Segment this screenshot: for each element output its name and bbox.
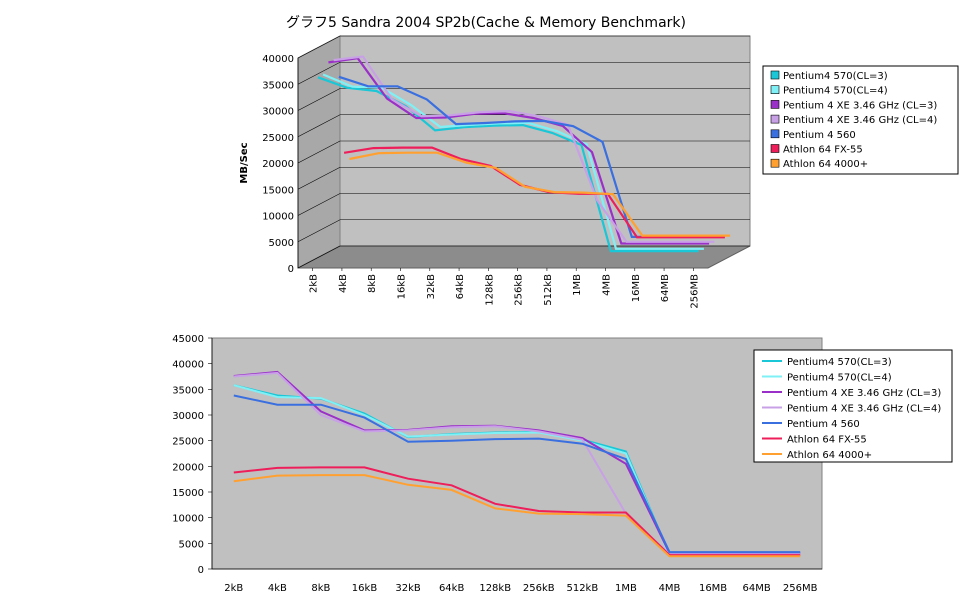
y-tick-label: 45000 [172, 334, 204, 345]
x-tick-label: 32kB [395, 583, 421, 594]
x-tick-label: 256kB [523, 583, 555, 594]
y-tick-label: 15000 [172, 488, 204, 499]
y-tick-label: 35000 [172, 385, 204, 396]
legend-entry: Pentium4 570(CL=3) [783, 71, 888, 82]
legend-swatch [770, 129, 780, 139]
gridline [297, 114, 750, 138]
x-tick-label: 16kB [352, 583, 378, 594]
legend-entry: Pentium 4 560 [787, 419, 860, 430]
gridline [297, 140, 750, 164]
series-line-0 [317, 76, 699, 253]
x-tick-label: 256MB [689, 274, 700, 309]
series-line-2 [328, 57, 710, 245]
legend-entry: Pentium 4 XE 3.46 GHz (CL=3) [783, 100, 937, 111]
x-tick-label: 16MB [631, 274, 642, 302]
x-tick-label: 256MB [783, 583, 818, 594]
legend-entry: Athlon 64 4000+ [783, 159, 868, 170]
legend-entry: Athlon 64 FX-55 [783, 145, 863, 156]
y-tick-label: 30000 [172, 411, 204, 422]
x-tick-label: 512kB [566, 583, 598, 594]
y-tick-label: 10000 [262, 212, 294, 223]
x-tick-label: 1MB [615, 583, 637, 594]
chart-title: グラフ5 Sandra 2004 SP2b(Cache & Memory Ben… [286, 15, 686, 31]
y-tick-label: 5000 [269, 238, 294, 249]
legend-entry: Pentium 4 XE 3.46 GHz (CL=4) [783, 115, 937, 126]
x-tick-label: 2kB [309, 274, 320, 293]
x-tick-label: 64MB [743, 583, 771, 594]
legend-swatch [770, 158, 780, 168]
x-tick-label: 64kB [455, 274, 466, 300]
x-tick-label: 16kB [397, 274, 408, 300]
x-tick-label: 32kB [426, 274, 437, 300]
x-tick-label: 4MB [659, 583, 681, 594]
y-tick-label: 20000 [262, 159, 294, 170]
gridline [297, 88, 750, 111]
legend-entry: Pentium 4 XE 3.46 GHz (CL=4) [787, 404, 941, 415]
legend-entry: Athlon 64 4000+ [787, 450, 872, 461]
series-line-5 [233, 466, 801, 557]
x-tick-label: 128kB [484, 274, 495, 306]
x-tick-label: 256kB [514, 274, 525, 306]
y-axis-label: MB/Sec [239, 142, 250, 183]
gridline [297, 61, 750, 85]
y-tick-label: 15000 [262, 185, 294, 196]
x-tick-label: 2kB [224, 583, 243, 594]
y-tick-label: 35000 [262, 80, 294, 91]
y-tick-label: 25000 [172, 437, 204, 448]
series-line-3 [333, 55, 715, 243]
legend-entry: Pentium4 570(CL=4) [787, 373, 892, 384]
y-tick-label: 5000 [179, 539, 204, 550]
gridline [297, 166, 750, 190]
x-tick-label: 64kB [439, 583, 465, 594]
legend-box [762, 65, 959, 175]
legend-entry: Pentium4 570(CL=4) [783, 86, 888, 97]
x-tick-label: 4MB [602, 274, 613, 296]
series-line-6 [233, 474, 801, 558]
x-tick-label: 1MB [572, 274, 583, 296]
x-tick-label: 4kB [338, 274, 349, 293]
gridline [297, 245, 750, 269]
x-tick-label: 8kB [311, 583, 330, 594]
chart-2: 0 5000 10000 15000 20000 25000 30000 35000 40000… [172, 334, 953, 594]
legend-swatch [770, 114, 780, 124]
legend-entry: Pentium4 570(CL=3) [787, 357, 892, 368]
y-tick-label: 30000 [262, 107, 294, 118]
legend-entry: Athlon 64 FX-55 [787, 435, 867, 446]
legend-swatch [770, 144, 780, 153]
y-tick-label: 10000 [172, 514, 204, 525]
legend-entry: Pentium 4 560 [783, 130, 856, 141]
y-tick-label: 40000 [262, 54, 294, 65]
legend-entry: Pentium 4 XE 3.46 GHz (CL=3) [787, 388, 941, 399]
series-line-4 [233, 394, 801, 554]
legend-box [753, 349, 953, 463]
chart-1: 0 5000 10000 15000 20000 25000 30000 35000 40000… [239, 35, 959, 309]
y-tick-label: 25000 [262, 133, 294, 144]
x-tick-label: 128kB [479, 583, 511, 594]
legend-swatch [770, 85, 780, 94]
series-line-6 [349, 151, 731, 237]
y-tick-label: 40000 [172, 360, 204, 371]
x-tick-label: 512kB [543, 274, 554, 306]
plot-area [211, 337, 823, 570]
x-tick-label: 16MB [699, 583, 727, 594]
y-tick-label: 20000 [172, 462, 204, 473]
x-tick-label: 64MB [660, 274, 671, 302]
legend-swatch [770, 70, 780, 80]
x-tick-label: 4kB [268, 583, 287, 594]
y-tick-label: 0 [198, 565, 204, 576]
legend-swatch [770, 100, 780, 109]
gridline [297, 35, 750, 59]
x-tick-label: 8kB [367, 274, 378, 293]
y-tick-label: 0 [288, 264, 294, 275]
